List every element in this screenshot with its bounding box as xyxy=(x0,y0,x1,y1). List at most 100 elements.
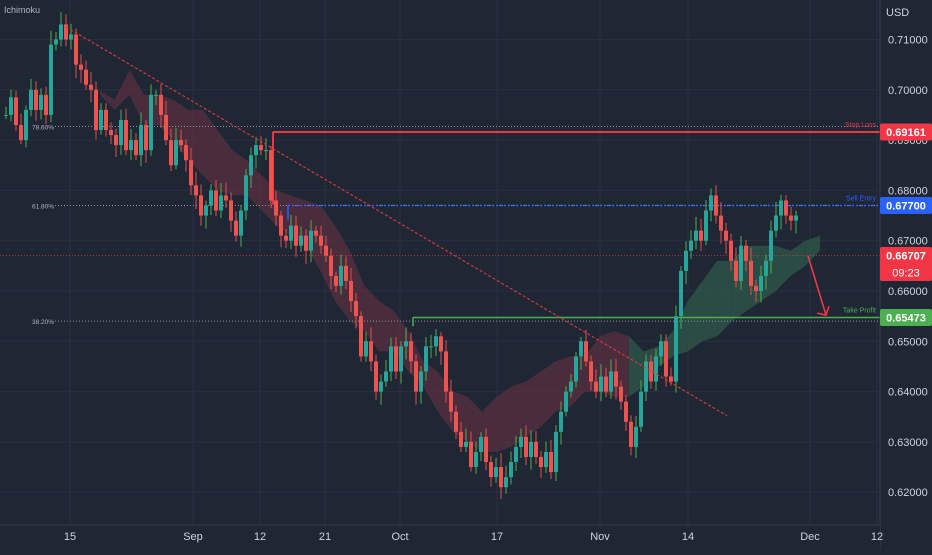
candle-body xyxy=(584,341,588,362)
candle-body xyxy=(174,140,178,166)
candle-body xyxy=(319,235,323,246)
candle-body xyxy=(559,411,563,432)
candle-body xyxy=(359,316,363,357)
candle-body xyxy=(704,210,708,241)
candle-body xyxy=(314,230,318,236)
candle-body xyxy=(384,371,388,382)
cloud-segment xyxy=(379,301,394,352)
candle-body xyxy=(684,250,688,271)
candle-body xyxy=(729,240,733,261)
candle-body xyxy=(294,225,298,246)
candle-body xyxy=(754,285,758,291)
time-tick-label: 21 xyxy=(319,531,331,543)
candle-body xyxy=(239,210,243,236)
candle-body xyxy=(344,265,348,281)
candle-body xyxy=(374,361,378,392)
candle-body xyxy=(479,436,483,452)
candle-body xyxy=(254,145,258,156)
candle-body xyxy=(564,391,568,412)
cloud-segment xyxy=(790,240,806,276)
candle-body xyxy=(24,109,28,141)
candle-body xyxy=(259,145,263,151)
candle-body xyxy=(674,316,678,382)
candle-body xyxy=(209,190,213,206)
time-tick-label: Oct xyxy=(391,531,408,543)
candle-body xyxy=(694,230,698,241)
candle-body xyxy=(574,356,578,382)
candle-body xyxy=(14,97,18,126)
candle-body xyxy=(514,446,518,463)
candle-body xyxy=(669,376,673,382)
stop-loss-label: Stop Loss xyxy=(845,122,877,129)
candle-body xyxy=(399,346,403,372)
candles xyxy=(4,12,798,500)
candle-body xyxy=(54,39,58,45)
candle-body xyxy=(464,441,468,447)
candle-body xyxy=(589,361,593,382)
candle-body xyxy=(484,436,488,463)
candle-body xyxy=(519,436,523,447)
candle-body xyxy=(349,280,353,302)
cloud-segment xyxy=(129,69,145,126)
candle-body xyxy=(719,215,723,231)
candle-body xyxy=(744,245,748,261)
candle-body xyxy=(474,451,478,468)
candle-body xyxy=(164,114,168,141)
candle-body xyxy=(724,230,728,241)
candle-body xyxy=(529,441,533,457)
candle-body xyxy=(104,109,108,131)
cloud-segment xyxy=(496,386,512,452)
candle-body xyxy=(179,140,183,146)
projection-arrow-shaft xyxy=(807,255,827,316)
candle-body xyxy=(339,265,343,286)
candle-body xyxy=(69,34,73,40)
cloud-segment xyxy=(540,361,556,427)
candle-body xyxy=(79,64,83,70)
candle-body xyxy=(204,205,208,216)
time-tick-label: Dec xyxy=(800,531,820,543)
candle-body xyxy=(554,431,558,473)
cloud-segment xyxy=(628,336,644,397)
take-profit-tag-bg xyxy=(880,309,932,327)
candle-body xyxy=(604,376,608,392)
candle-body xyxy=(304,235,308,251)
candle-body xyxy=(284,235,288,241)
cloud-segment xyxy=(364,285,380,352)
indicator-title: Ichimoku xyxy=(4,5,40,15)
stop-loss-tag-bg xyxy=(880,123,932,141)
candle-body xyxy=(769,230,773,261)
cloud-segment xyxy=(100,90,115,110)
price-tick-label: 0.67000 xyxy=(888,236,928,248)
candle-body xyxy=(579,341,583,357)
candle-body xyxy=(639,391,643,427)
candle-body xyxy=(19,125,23,141)
time-axis: 15 Sep 12 21 Oct 17 Nov 14 Dec 12 xyxy=(64,531,883,543)
candle-body xyxy=(504,477,508,488)
candle-body xyxy=(774,215,778,231)
time-tick-label: 15 xyxy=(64,531,76,543)
candle-body xyxy=(44,94,48,115)
candle-body xyxy=(144,125,148,151)
candle-body xyxy=(524,436,528,457)
price-tick-label: 0.62000 xyxy=(888,487,928,499)
candle-body xyxy=(629,421,633,447)
candle-body xyxy=(664,341,668,377)
candle-body xyxy=(184,145,188,161)
candle-body xyxy=(419,371,423,392)
sell-entry-tag: 0.67700 xyxy=(886,200,926,212)
candle-body xyxy=(434,336,438,347)
current-price-tag: 0.66707 xyxy=(886,250,926,262)
candle-body xyxy=(509,462,513,478)
candle-body xyxy=(219,195,223,211)
candle-body xyxy=(449,391,453,412)
cloud-segment xyxy=(217,130,233,196)
price-tick-label: 0.64000 xyxy=(888,387,928,399)
stop-loss-tag: 0.69161 xyxy=(886,127,926,139)
candle-body xyxy=(329,255,333,276)
candle-body xyxy=(634,426,638,447)
price-tick-label: 0.68000 xyxy=(888,185,928,197)
candle-body xyxy=(609,371,613,392)
